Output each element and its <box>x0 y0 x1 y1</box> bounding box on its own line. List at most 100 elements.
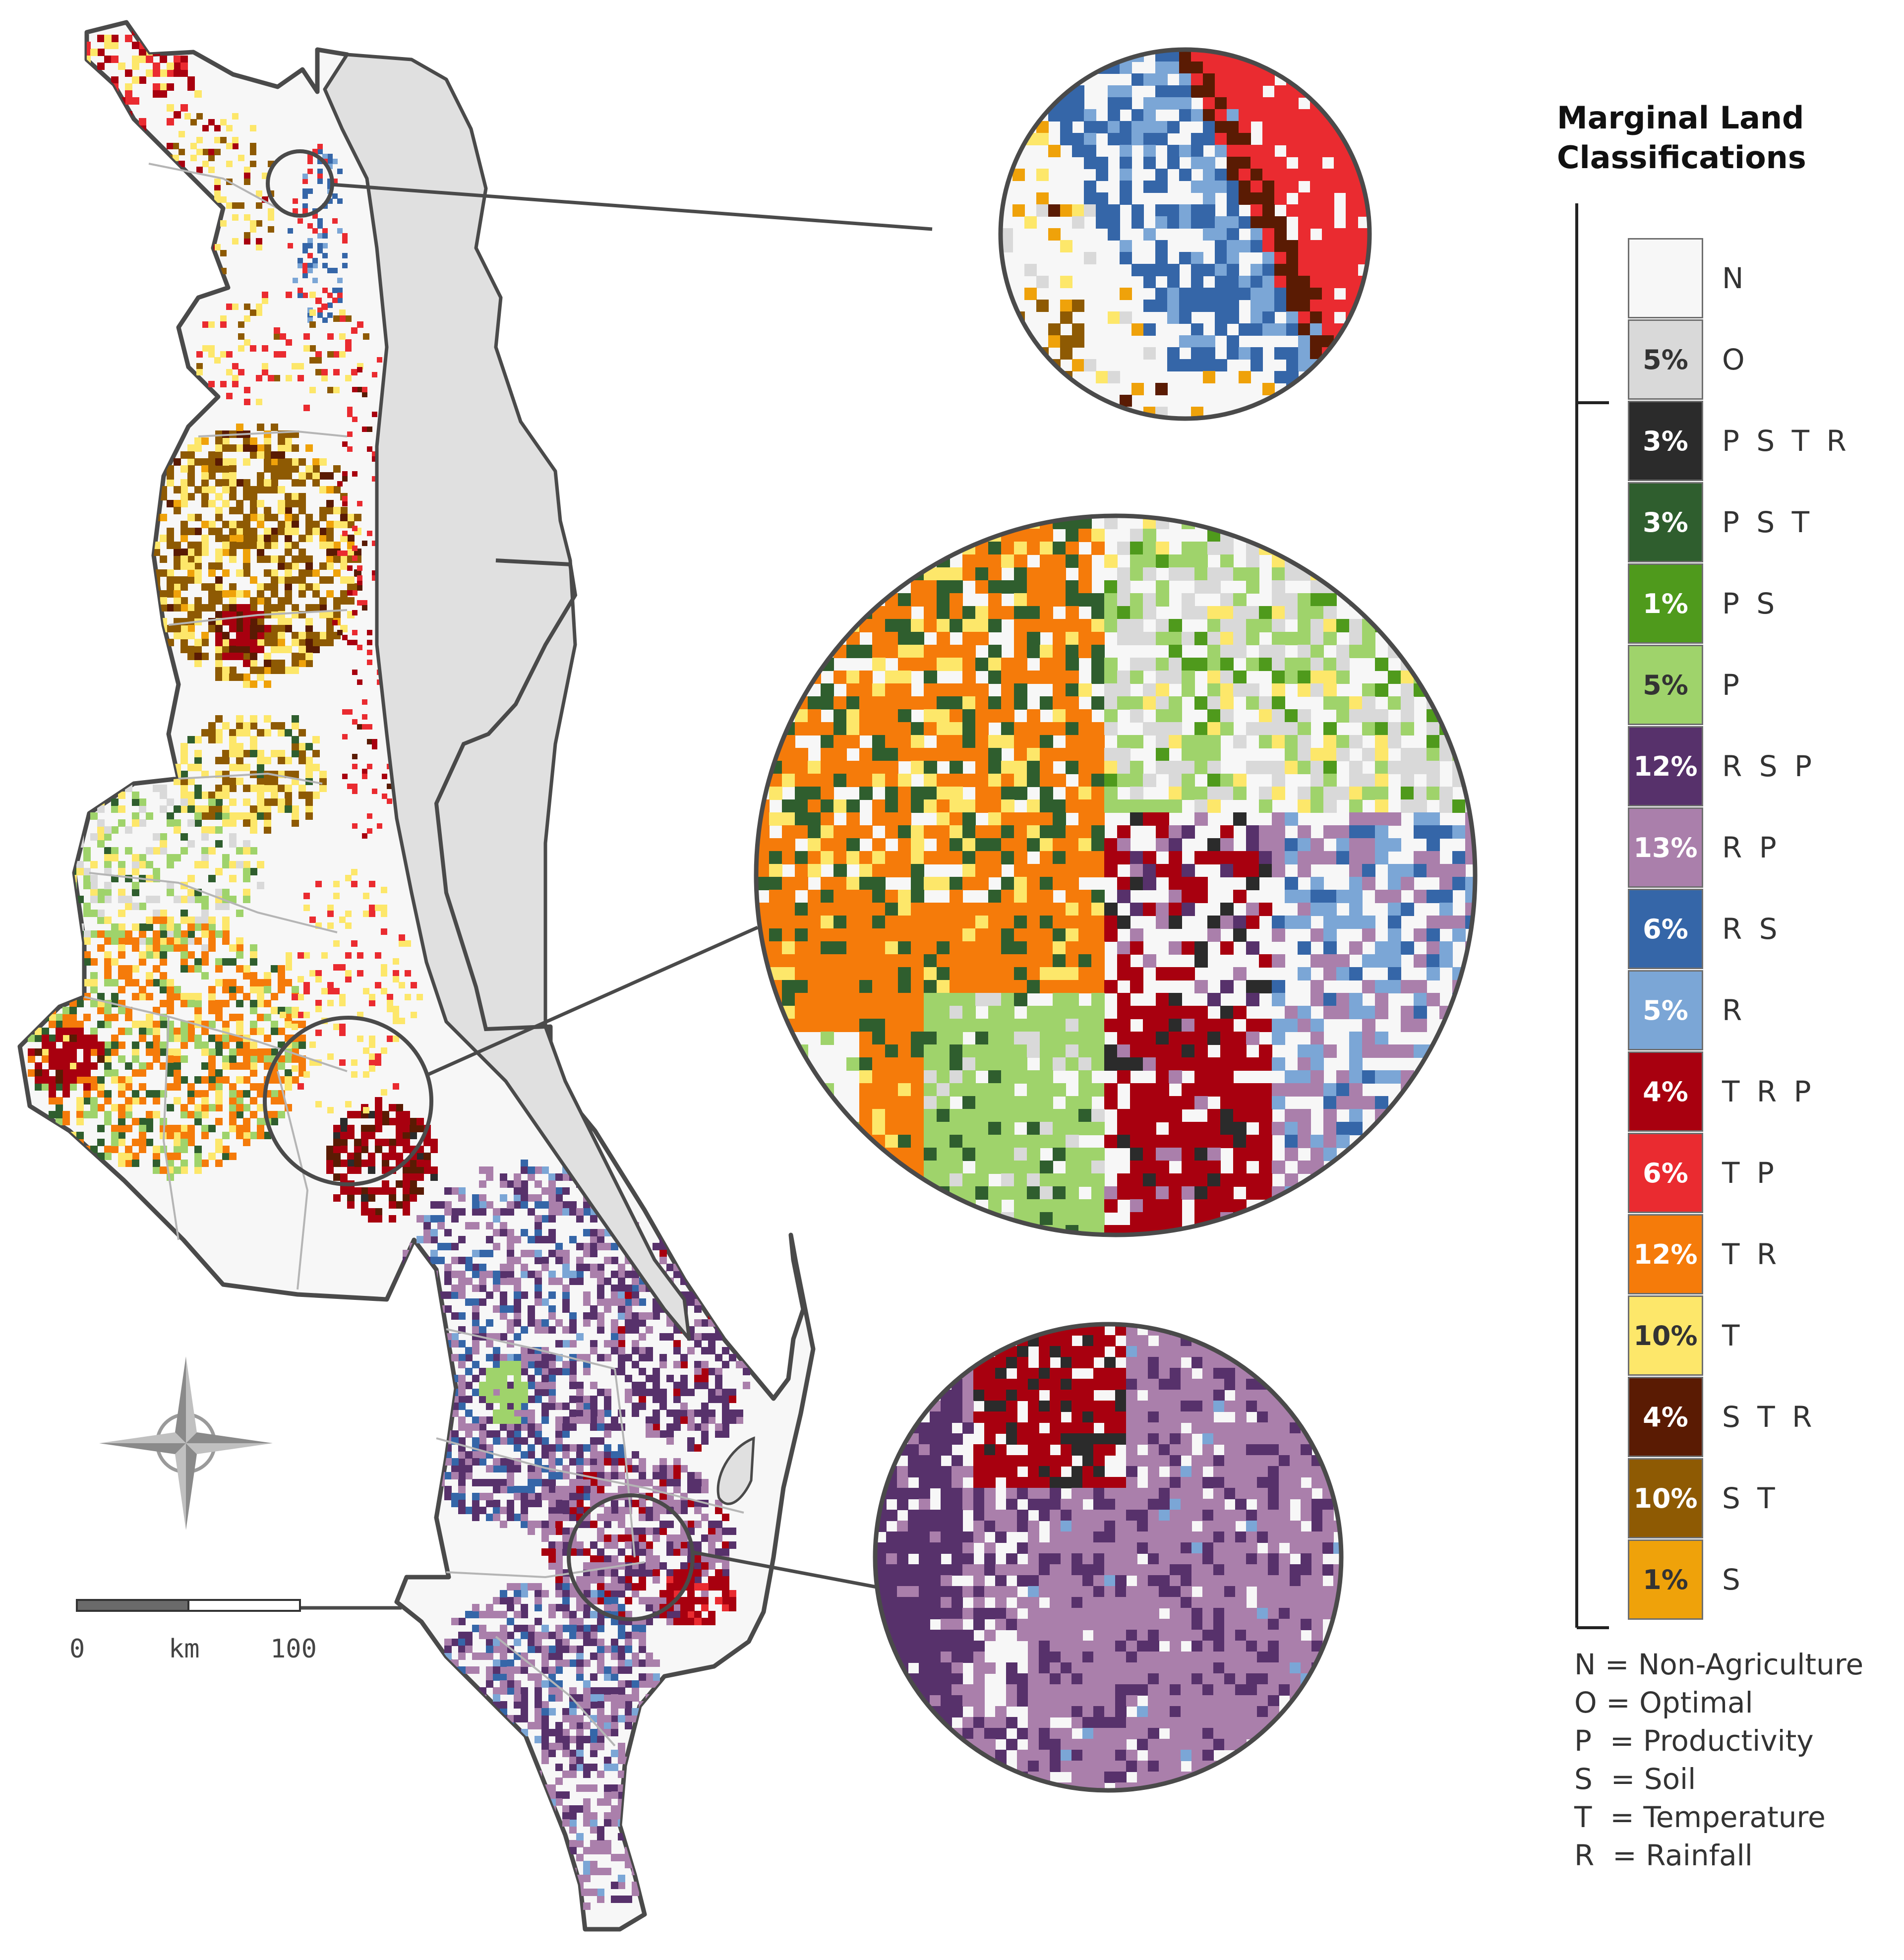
raster-cell <box>274 327 280 334</box>
raster-cell <box>187 778 195 785</box>
raster-cell <box>326 1166 334 1174</box>
raster-cell <box>196 202 203 209</box>
raster-cell <box>369 911 375 917</box>
raster-cell <box>381 964 387 971</box>
raster-cell <box>514 1194 521 1202</box>
raster-cell <box>673 1416 681 1424</box>
raster-cell <box>305 660 313 667</box>
raster-cell <box>403 1180 410 1188</box>
raster-cell <box>430 1215 438 1223</box>
raster-cell <box>722 1326 729 1334</box>
raster-cell <box>403 1125 410 1132</box>
raster-cell <box>309 970 316 977</box>
raster-cell <box>292 458 299 466</box>
raster-cell <box>347 1187 355 1195</box>
raster-cell <box>104 847 112 855</box>
raster-cell <box>514 1493 521 1500</box>
raster-cell <box>139 1118 146 1125</box>
raster-cell <box>215 576 223 584</box>
raster-cell <box>180 896 188 903</box>
raster-cell <box>715 1423 722 1431</box>
raster-cell <box>535 1479 542 1486</box>
raster-cell <box>548 1389 556 1396</box>
raster-cell <box>465 1451 473 1459</box>
raster-cell <box>347 640 353 645</box>
raster-cell <box>222 1132 230 1139</box>
raster-cell <box>618 1264 625 1271</box>
raster-cell <box>521 1396 528 1403</box>
raster-cell <box>507 1180 514 1188</box>
raster-cell <box>361 1125 368 1132</box>
raster-cell <box>257 750 264 757</box>
raster-cell <box>118 805 125 813</box>
raster-cell <box>528 1250 535 1257</box>
raster-cell <box>160 979 167 986</box>
raster-cell <box>257 979 264 986</box>
raster-cell <box>208 119 215 125</box>
raster-cell <box>340 576 348 584</box>
raster-cell <box>285 798 292 806</box>
raster-cell <box>437 1409 445 1417</box>
raster-cell <box>736 1298 743 1306</box>
raster-cell <box>403 1111 410 1118</box>
raster-cell <box>250 972 257 980</box>
raster-cell <box>180 785 188 792</box>
raster-cell <box>187 451 195 459</box>
raster-cell <box>229 1090 237 1098</box>
raster-cell <box>62 917 70 924</box>
raster-cell <box>49 889 56 896</box>
raster-cell <box>90 1111 98 1118</box>
raster-cell <box>250 944 257 952</box>
raster-cell <box>257 549 264 556</box>
raster-cell <box>97 1083 105 1091</box>
raster-cell <box>244 238 250 245</box>
raster-cell <box>229 1097 237 1104</box>
raster-cell <box>236 757 243 764</box>
raster-cell <box>535 1319 542 1327</box>
raster-cell <box>342 635 348 640</box>
raster-cell <box>354 1160 361 1167</box>
raster-cell <box>278 750 285 757</box>
raster-cell <box>319 639 327 646</box>
raster-cell <box>604 1257 611 1264</box>
raster-cell <box>625 1271 632 1278</box>
raster-cell <box>118 1111 125 1118</box>
raster-cell <box>187 479 195 487</box>
raster-cell <box>125 1097 132 1104</box>
raster-cell <box>500 1180 507 1188</box>
raster-cell <box>315 369 322 375</box>
raster-cell <box>146 514 153 521</box>
raster-cell <box>312 479 320 487</box>
raster-cell <box>337 169 343 174</box>
raster-cell <box>701 1250 709 1257</box>
raster-cell <box>342 476 348 482</box>
raster-cell <box>680 1250 688 1257</box>
raster-cell <box>472 1305 479 1313</box>
raster-cell <box>278 986 285 993</box>
raster-cell <box>194 542 202 549</box>
raster-cell <box>569 1396 577 1403</box>
raster-cell <box>262 345 268 352</box>
raster-cell <box>214 149 221 155</box>
raster-cell <box>555 1194 563 1202</box>
raster-cell <box>618 1340 625 1348</box>
raster-cell <box>167 479 174 487</box>
raster-cell <box>226 161 233 167</box>
raster-cell <box>264 812 271 820</box>
raster-cell <box>646 1312 653 1320</box>
raster-cell <box>236 521 243 528</box>
raster-cell <box>327 1107 334 1113</box>
raster-cell <box>285 535 292 542</box>
raster-cell <box>302 174 308 179</box>
raster-cell <box>479 1264 486 1271</box>
raster-cell <box>174 1028 181 1035</box>
raster-cell <box>90 910 98 917</box>
raster-cell <box>535 1180 542 1188</box>
raster-cell <box>278 639 285 646</box>
raster-cell <box>153 1097 160 1104</box>
raster-cell <box>611 1416 618 1424</box>
raster-cell <box>597 1236 604 1243</box>
raster-cell <box>201 1028 209 1035</box>
raster-cell <box>339 315 346 322</box>
raster-cell <box>111 854 119 861</box>
